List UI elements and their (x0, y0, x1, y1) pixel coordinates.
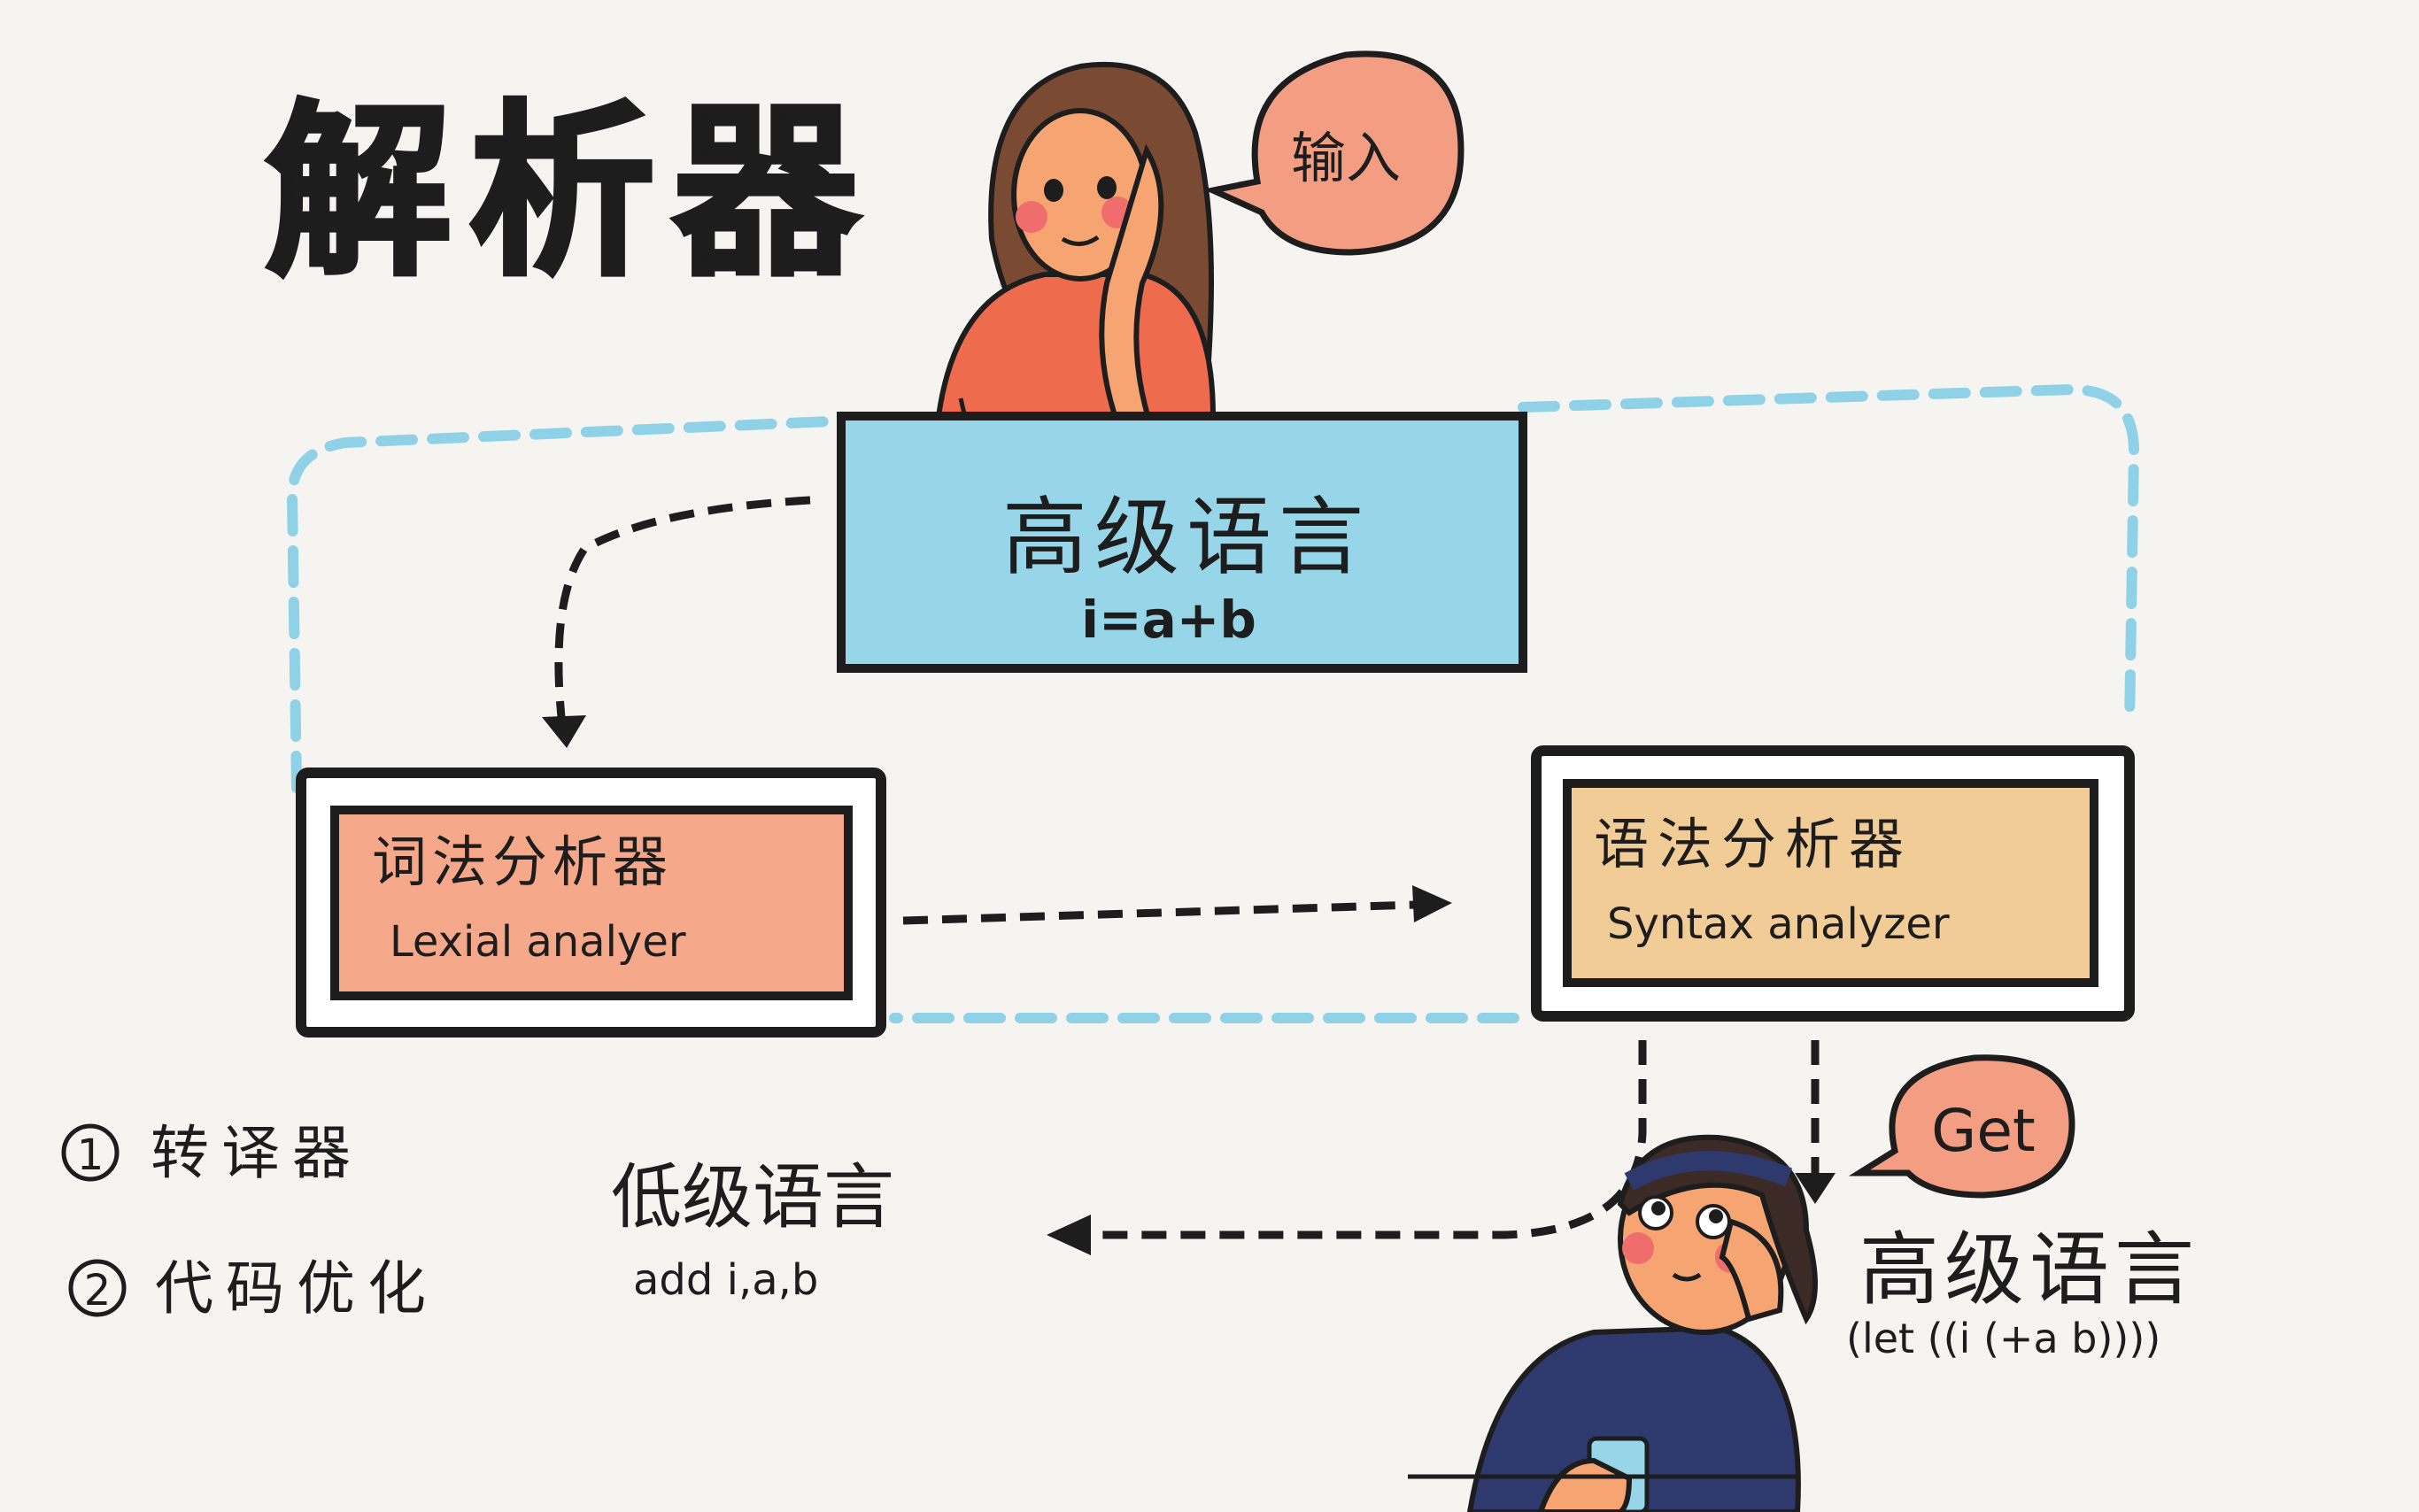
source-box-title: 高级语言 (1002, 488, 1371, 587)
high-level-output: 高级语言 (let ((i (+a b)))) (1846, 1223, 2199, 1362)
source-language-box: 高级语言 i=a+b (837, 412, 1527, 673)
list-item-text: 代码优化 (155, 1254, 438, 1323)
arrow-lexer-to-parser (902, 885, 1452, 925)
lexer-box: 词法分析器 Lexial analyer (296, 768, 886, 1038)
speech-bubble-get-text: Get (1931, 1097, 2036, 1165)
list-item-marker: 1 (77, 1130, 104, 1180)
low-level-title: 低级语言 (611, 1156, 894, 1238)
speech-bubble-get: Get (1848, 1054, 2075, 1199)
source-box-code: i=a+b (1081, 590, 1256, 650)
speech-bubble-input-text: 输入 (1291, 126, 1401, 190)
list-item: 2 代码优化 (68, 1254, 438, 1323)
parser-box: 语法分析器 Syntax analyzer (1531, 745, 2135, 1022)
lexer-box-title: 词法分析器 (372, 829, 673, 894)
list-item-text: 转译器 (151, 1119, 363, 1187)
high-level-output-title: 高级语言 (1859, 1223, 2199, 1316)
arrow-source-to-lexer (542, 496, 811, 748)
arrow-parser-to-output (1795, 1040, 1836, 1204)
parser-box-title: 语法分析器 (1594, 812, 1913, 876)
dashed-loop-outline (286, 383, 2140, 1023)
list-item: 1 转译器 (61, 1119, 363, 1187)
low-level-language: 低级语言 add i,a,b (611, 1156, 894, 1305)
lexer-box-subtitle: Lexial analyer (390, 917, 686, 967)
speech-bubble-input: 输入 (1202, 50, 1465, 256)
page-title: 解析器 (266, 84, 877, 301)
low-level-code: add i,a,b (633, 1255, 818, 1305)
high-level-output-code: (let ((i (+a b)))) (1846, 1315, 2160, 1362)
numbered-list: 1 转译器 2 代码优化 (61, 1119, 438, 1323)
list-item-marker: 2 (84, 1266, 112, 1315)
girl-output-illustration (1408, 1134, 1818, 1512)
parser-box-subtitle: Syntax analyzer (1607, 899, 1950, 949)
arrow-parser-to-low-level (1047, 1040, 1647, 1255)
